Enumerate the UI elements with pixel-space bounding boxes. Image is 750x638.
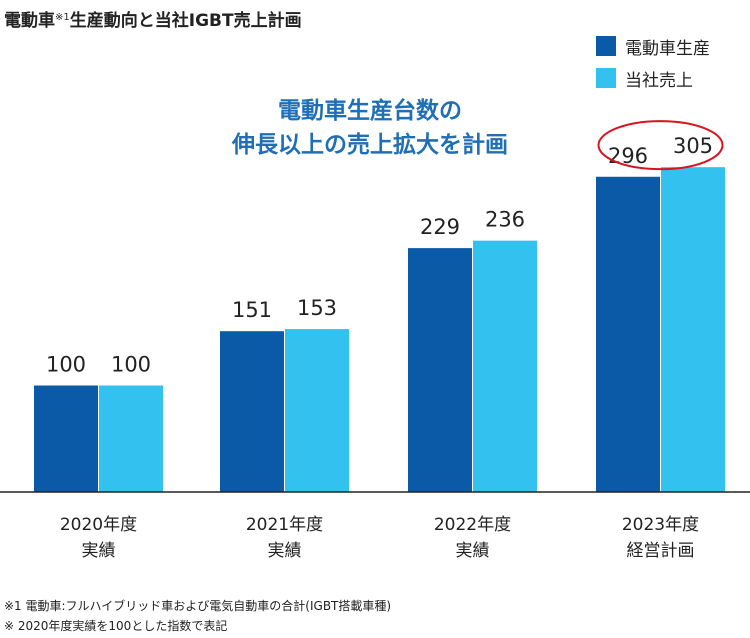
title-prefix: 電動車	[4, 11, 55, 31]
footnote-1: ※1 電動車:フルハイブリッド車および電気自動車の合計(IGBT搭載車種)	[4, 599, 392, 613]
data-label-series-sales-0: 100	[111, 353, 151, 377]
data-label-series-sales-1: 153	[297, 296, 337, 320]
chart-title: 電動車※1生産動向と当社IGBT売上計画	[4, 6, 302, 31]
callout-line-2: 伸長以上の売上拡大を計画	[232, 132, 508, 158]
footnotes: ※1 電動車:フルハイブリッド車および電気自動車の合計(IGBT搭載車種) ※ …	[4, 596, 391, 636]
data-label-series-production-2: 229	[420, 215, 460, 239]
legend-item-sales: 当社売上	[596, 62, 710, 94]
data-label-series-production-1: 151	[232, 298, 272, 322]
callout-line-1: 電動車生産台数の	[278, 98, 462, 124]
title-note-mark: ※1	[55, 12, 70, 23]
legend-label-sales: 当社売上	[625, 70, 693, 91]
legend-swatch-sales	[596, 68, 616, 88]
category-label-3-line-1: 経営計画	[627, 541, 695, 561]
category-label-2-line-0: 2022年度	[434, 515, 511, 535]
bar-series-sales-0	[99, 385, 163, 492]
category-label-3-line-0: 2023年度	[622, 515, 699, 535]
bar-series-sales-1	[285, 329, 349, 492]
footnote-2: ※ 2020年度実績を100とした指数で表記	[4, 619, 228, 633]
bar-series-sales-3	[661, 167, 725, 493]
bar-series-production-0	[34, 385, 98, 492]
highlight-ring	[597, 120, 724, 171]
bar-series-production-2	[408, 248, 472, 492]
data-label-series-sales-2: 236	[485, 208, 525, 232]
category-label-1-line-1: 実績	[268, 541, 302, 561]
legend-item-production: 電動車生産	[596, 30, 710, 62]
data-label-series-sales-3: 305	[673, 134, 713, 158]
category-label-0-line-0: 2020年度	[60, 515, 137, 535]
bar-series-production-3	[596, 176, 660, 492]
data-label-series-production-0: 100	[46, 353, 86, 377]
callout-message: 電動車生産台数の 伸長以上の売上拡大を計画	[200, 94, 540, 162]
bar-series-sales-2	[473, 240, 537, 492]
legend: 電動車生産 当社売上	[596, 30, 710, 94]
bar-series-production-1	[220, 331, 284, 492]
data-label-series-production-3: 296	[608, 144, 648, 168]
category-label-2-line-1: 実績	[456, 541, 490, 561]
category-label-1-line-0: 2021年度	[246, 515, 323, 535]
legend-label-production: 電動車生産	[625, 38, 710, 59]
category-label-0-line-1: 実績	[82, 541, 116, 561]
title-suffix: 生産動向と当社IGBT売上計画	[69, 11, 302, 31]
legend-swatch-production	[596, 36, 616, 56]
